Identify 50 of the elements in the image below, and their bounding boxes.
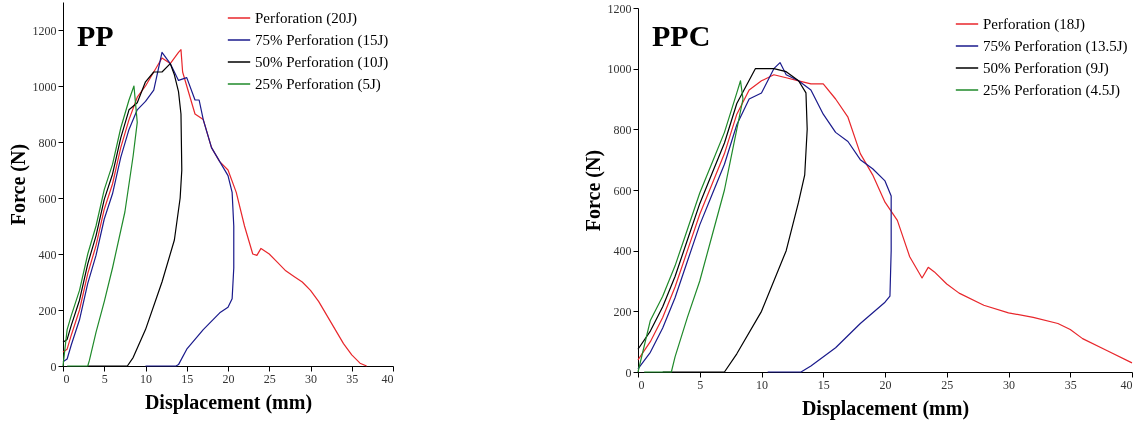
y-tick-label: 200 [38, 303, 57, 318]
y-axis-title: Force (N) [6, 143, 30, 226]
x-tick-label: 30 [305, 371, 317, 386]
x-tick-label: 20 [222, 371, 235, 386]
chart-title: PPC [652, 19, 711, 52]
y-tick-label: 600 [613, 183, 632, 198]
legend-label: 50% Perforation (9J) [983, 60, 1109, 77]
x-tick-label: 5 [697, 377, 704, 392]
y-tick-label: 600 [38, 191, 57, 206]
y-tick-label: 1000 [607, 62, 632, 77]
y-tick-label: 400 [613, 244, 632, 259]
y-tick-label: 0 [50, 359, 57, 374]
legend-label: Perforation (18J) [983, 16, 1086, 33]
line-series [62, 51, 235, 367]
y-axis-title: Force (N) [581, 149, 605, 232]
x-tick-label: 25 [941, 377, 954, 392]
x-tick-label: 40 [1120, 377, 1133, 392]
legend-label: 25% Perforation (5J) [255, 76, 381, 93]
x-tick-label: 10 [756, 377, 768, 392]
text: PP [77, 19, 114, 52]
x-tick-label: 10 [140, 371, 152, 386]
y-tick-label: 200 [613, 304, 632, 319]
line-series [637, 74, 1133, 364]
x-tick-label: 30 [1003, 377, 1015, 392]
x-tick-label: 20 [879, 377, 892, 392]
line-series [637, 80, 744, 373]
y-tick-label: 800 [38, 135, 57, 150]
y-tick-label: 800 [613, 122, 632, 137]
x-axis-title: Displacement (mm) [801, 396, 970, 420]
legend-label: 75% Perforation (13.5J) [983, 38, 1128, 55]
line-series [637, 62, 892, 373]
x-tick-label: 0 [63, 371, 70, 386]
y-tick-label: 1000 [32, 79, 57, 94]
legend-label: 25% Perforation (4.5J) [983, 82, 1121, 99]
x-tick-label: 35 [346, 371, 359, 386]
y-tick-label: 400 [38, 247, 57, 262]
y-tick-label: 1200 [607, 1, 632, 16]
legend-label: 75% Perforation (15J) [255, 32, 389, 49]
y-tick-label: 1200 [32, 23, 57, 38]
x-tick-label: 0 [638, 377, 645, 392]
x-tick-label: 15 [817, 377, 830, 392]
line-series [62, 85, 138, 367]
legend-label: Perforation (20J) [255, 10, 358, 27]
x-tick-label: 15 [181, 371, 194, 386]
x-tick-label: 40 [381, 371, 394, 386]
x-tick-label: 25 [263, 371, 276, 386]
legend-label: 50% Perforation (10J) [255, 54, 389, 71]
x-axis-title: Displacement (mm) [144, 390, 313, 414]
x-tick-label: 5 [101, 371, 108, 386]
x-tick-label: 35 [1064, 377, 1077, 392]
